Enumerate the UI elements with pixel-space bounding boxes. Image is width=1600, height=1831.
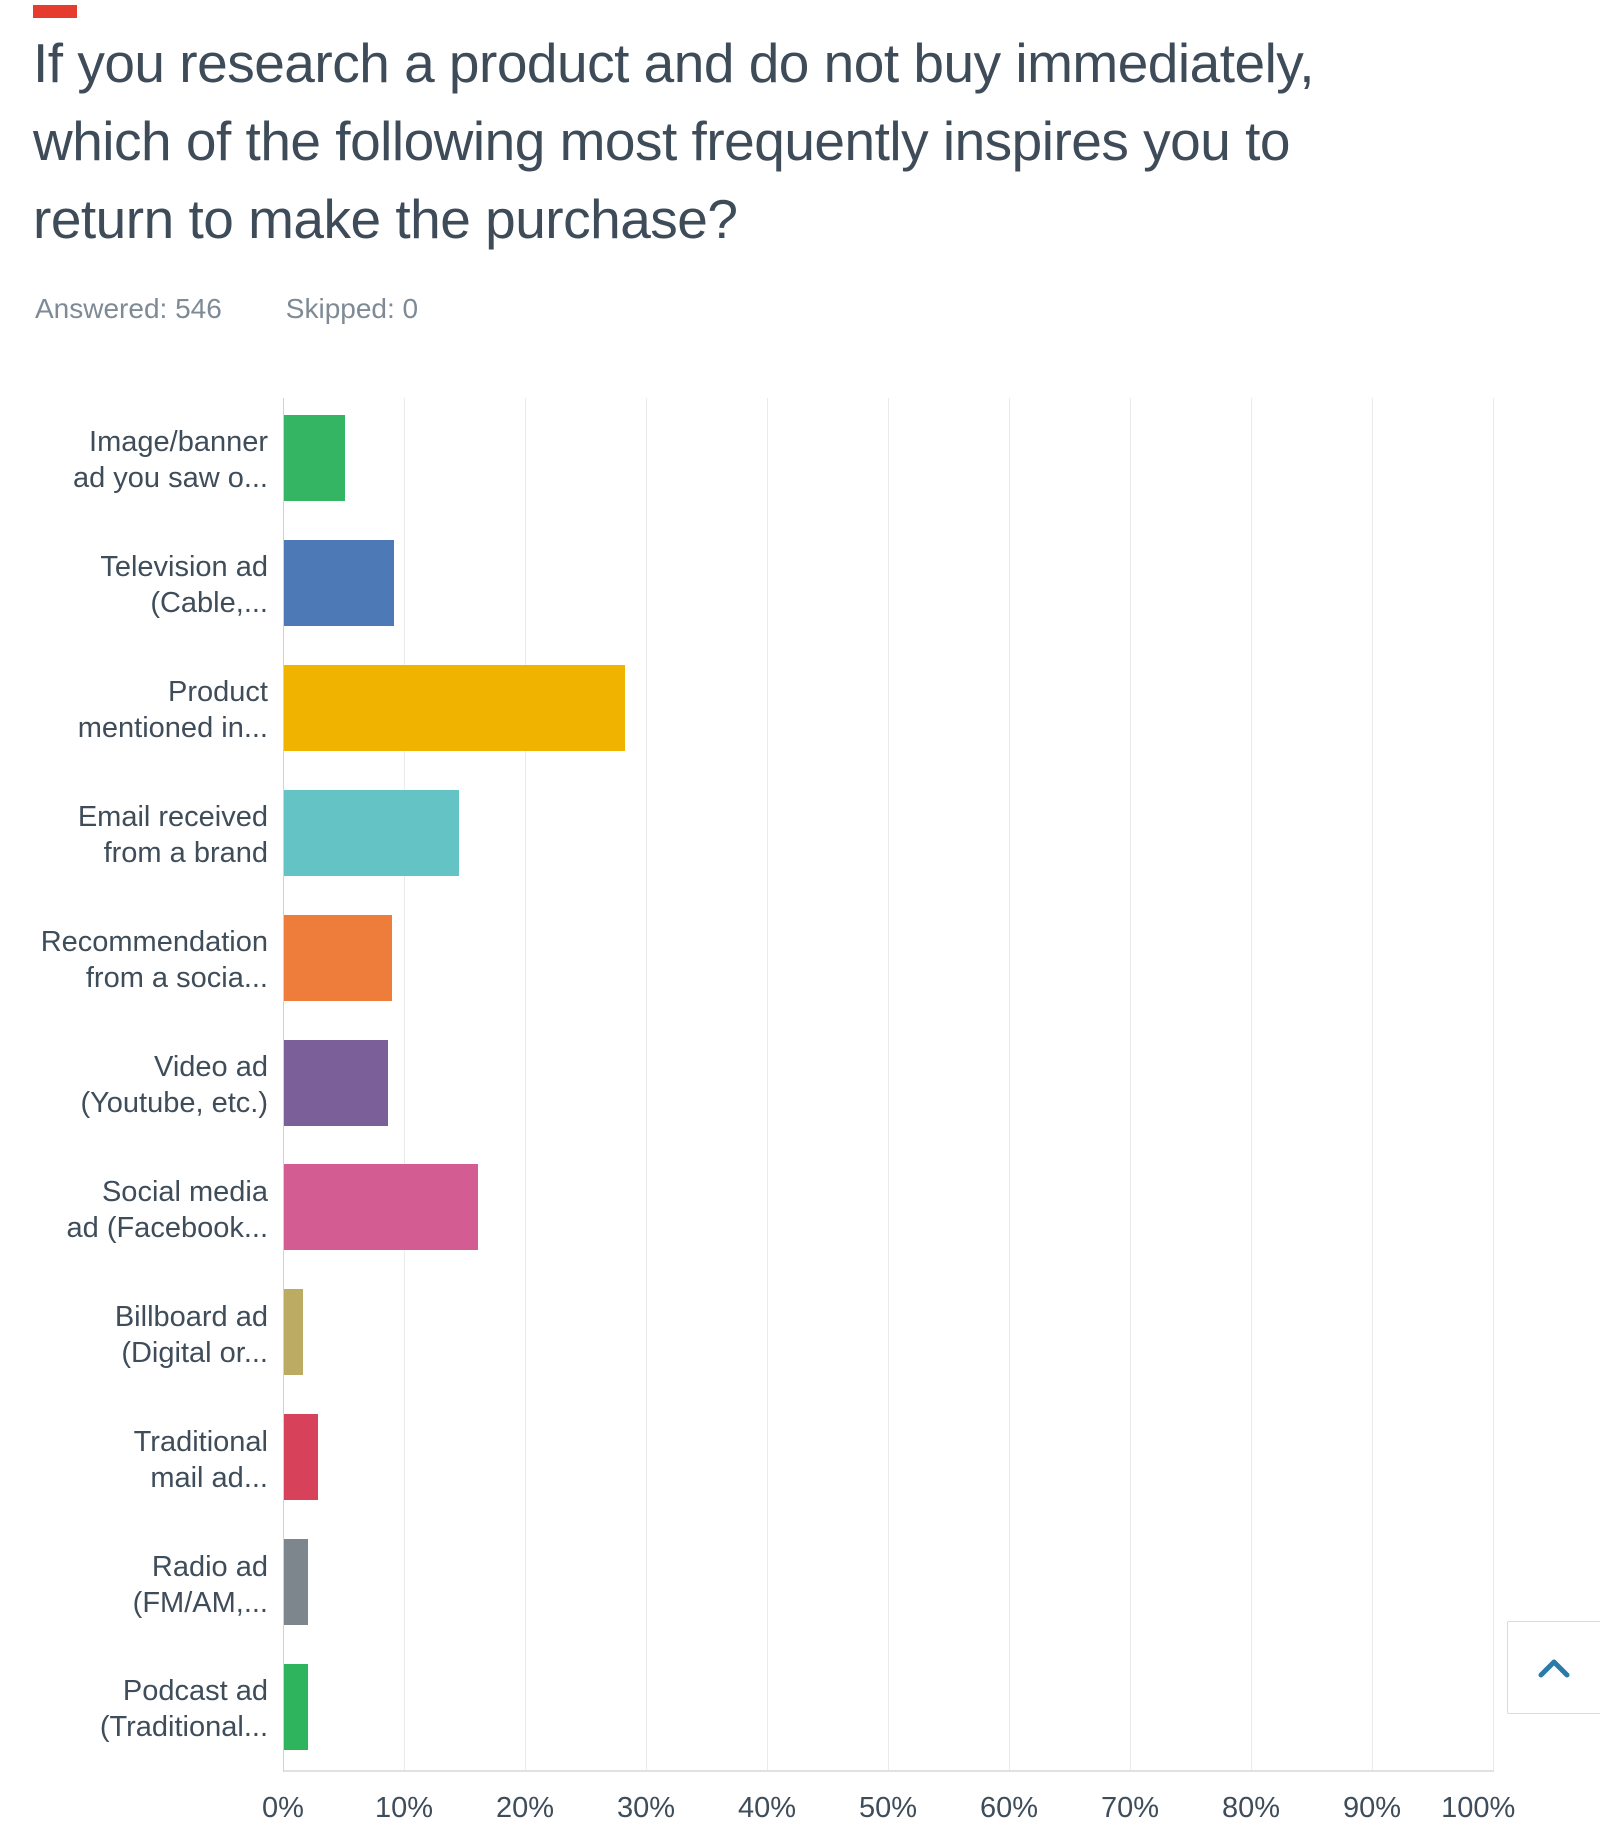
category-label-line: (FM/AM,... <box>132 1586 268 1619</box>
category-label: Recommendation from a socia... <box>0 898 268 1023</box>
category-label-line: mentioned in... <box>77 712 268 745</box>
category-label-line: Image/banner <box>89 426 268 459</box>
category-label: Image/banner ad you saw o... <box>0 398 268 523</box>
category-label: Radio ad (FM/AM,... <box>0 1522 268 1647</box>
y-axis-line <box>283 398 284 1772</box>
bar <box>284 1164 478 1251</box>
bar <box>284 1289 304 1376</box>
bar <box>284 789 460 876</box>
category-label-line: Television ad <box>100 551 268 584</box>
category-label-line: from a brand <box>103 837 268 870</box>
x-tick-label: 20% <box>495 1792 555 1824</box>
skipped-count: Skipped: 0 <box>285 293 419 324</box>
x-tick-label: 10% <box>374 1792 434 1824</box>
bar <box>284 1664 309 1750</box>
x-tick-label: 70% <box>1100 1792 1160 1824</box>
x-tick-label: 30% <box>616 1792 676 1824</box>
bar <box>284 914 392 1001</box>
response-stats: Answered: 546 Skipped: 0 <box>35 293 418 325</box>
category-label-line: Recommendation <box>40 926 268 959</box>
chevron-up-icon <box>1538 1659 1570 1677</box>
category-label-line: Billboard ad <box>114 1300 268 1333</box>
scroll-to-top-button[interactable] <box>1507 1621 1600 1714</box>
category-label: Traditional mail ad... <box>0 1397 268 1522</box>
x-tick-label: 80% <box>1221 1792 1281 1824</box>
category-label: Email received from a brand <box>0 773 268 898</box>
bar <box>284 415 345 501</box>
question-title-line: return to make the purchase? <box>33 188 738 250</box>
x-axis-tick-labels: 0% 10% 20% 30% 40% 50% 60% 70% 80% 90% 100% <box>262 1792 1515 1831</box>
bar-chart: Image/banner ad you saw o... Television ad… <box>0 398 1600 1772</box>
category-label: Podcast ad (Traditional... <box>0 1647 268 1772</box>
question-title-line: If you research a product and do not buy… <box>33 32 1315 94</box>
category-label-line: (Digital or... <box>121 1336 268 1369</box>
category-label-line: Radio ad <box>151 1550 268 1583</box>
category-label: Television ad (Cable,... <box>0 523 268 648</box>
category-label-line: ad (Facebook... <box>66 1211 269 1244</box>
category-label-line: (Youtube, etc.) <box>80 1086 268 1119</box>
x-tick-label: 100% <box>1441 1792 1516 1824</box>
category-label-line: Podcast ad <box>122 1675 268 1708</box>
x-tick-label: 40% <box>737 1792 797 1824</box>
x-tick-label: 50% <box>858 1792 918 1824</box>
category-label-line: ad you saw o... <box>72 462 268 495</box>
red-marker <box>33 5 77 18</box>
category-label-line: Email received <box>77 801 268 834</box>
bar <box>284 539 395 626</box>
bar <box>284 1039 389 1126</box>
category-label-line: from a socia... <box>85 962 268 995</box>
x-tick-label: 60% <box>979 1792 1039 1824</box>
category-label-line: (Traditional... <box>99 1711 268 1744</box>
category-label: Social media ad (Facebook... <box>0 1147 269 1272</box>
question-title-line: which of the following most frequently i… <box>33 110 1291 172</box>
question-title: If you research a product and do not buy… <box>33 24 1553 258</box>
category-label: Product mentioned in... <box>0 648 268 773</box>
category-label-line: Product <box>168 676 268 709</box>
answered-count: Answered: 546 <box>35 293 222 324</box>
bar <box>284 664 626 751</box>
plot-area <box>283 398 1494 1772</box>
category-label-line: Video ad <box>154 1050 268 1083</box>
bar <box>284 1539 309 1626</box>
category-label-line: Social media <box>101 1175 268 1208</box>
category-label-line: Traditional <box>133 1425 268 1458</box>
category-label: Billboard ad (Digital or... <box>0 1272 268 1397</box>
bar <box>284 1414 318 1501</box>
x-tick-label: 90% <box>1342 1792 1402 1824</box>
category-label: Video ad (Youtube, etc.) <box>0 1023 268 1148</box>
category-label-line: (Cable,... <box>150 587 268 620</box>
x-tick-label: 0% <box>262 1792 304 1824</box>
category-label-line: mail ad... <box>150 1461 268 1494</box>
